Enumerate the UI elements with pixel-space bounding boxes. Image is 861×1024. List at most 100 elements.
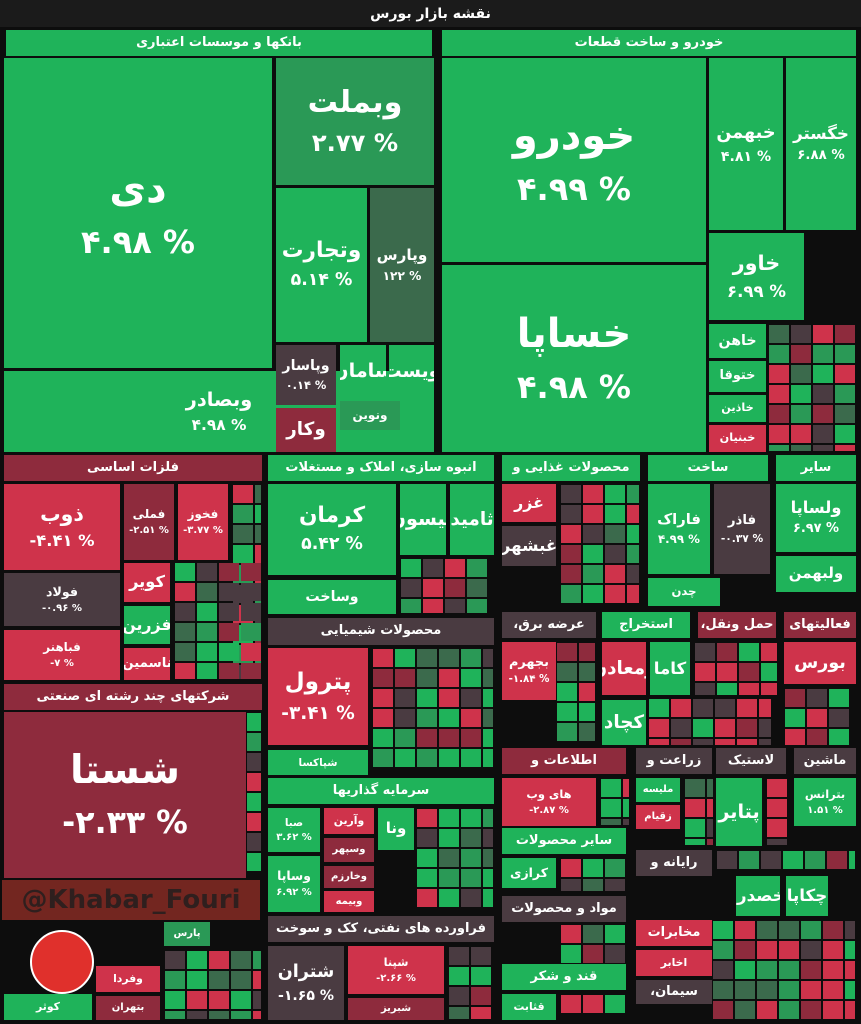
sector-header: سیمان،	[636, 980, 712, 1004]
sector-header: فعالیتهای	[784, 612, 856, 638]
filler-tile	[483, 669, 493, 687]
stock-tile: ولساپا ۶.۹۷ %	[776, 484, 856, 552]
sector-header: حمل ونقل،	[698, 612, 776, 638]
filler-tile	[717, 643, 737, 661]
filler-tile	[623, 779, 629, 797]
filler-tile	[791, 345, 811, 363]
sector-header: مواد و محصولات	[502, 896, 626, 922]
stock-name: کویر	[129, 572, 165, 592]
filler-tile	[759, 699, 771, 717]
filler-tile	[197, 663, 217, 679]
filler-tile	[233, 525, 253, 543]
stock-tile: وبملت ۲.۷۷ %	[276, 58, 434, 185]
stock-change: ۵.۴۲ %	[301, 534, 363, 555]
logo	[30, 930, 94, 994]
filler-tile	[439, 829, 459, 847]
filler-tile	[761, 643, 777, 661]
filler-tile	[439, 689, 459, 707]
filler-tile	[557, 703, 577, 721]
filler-tile	[175, 603, 195, 621]
filler-tile	[241, 663, 261, 679]
filler-tile	[649, 719, 669, 737]
stock-tile: وساخت	[268, 580, 396, 614]
filler-tile	[605, 945, 625, 963]
stock-change: -۲.۸۷ %	[529, 804, 569, 816]
filler-tile	[685, 839, 705, 845]
filler-tile	[713, 981, 733, 999]
filler-tile	[461, 649, 481, 667]
stock-name: خبنیان	[719, 431, 756, 445]
sector-header: عرضه برق،	[502, 612, 596, 638]
stock-tile: وکار	[276, 408, 336, 452]
filler-tile	[761, 683, 777, 695]
filler-tile	[769, 325, 789, 343]
filler-tile	[561, 525, 581, 543]
stock-name: کاما	[653, 658, 687, 678]
stock-tile: وپارس ۱۲۲ %	[370, 188, 434, 342]
filler-tile	[845, 1001, 855, 1019]
stock-tile: غبشهر	[502, 526, 556, 566]
stock-change: ۴.۹۹ %	[657, 531, 700, 546]
filler-tile	[627, 525, 639, 543]
filler-tile	[209, 991, 229, 1009]
filler-tile	[757, 981, 777, 999]
filler-tile	[735, 961, 755, 979]
stock-tile: کچاد	[602, 700, 646, 745]
filler-tile	[785, 689, 805, 707]
filler-tile	[483, 889, 493, 907]
filler-tile	[557, 723, 577, 741]
stock-name: بتهران	[111, 1002, 145, 1014]
filler-tile	[483, 869, 493, 887]
filler-tile	[835, 385, 855, 403]
stock-name: وسپهر	[332, 844, 366, 856]
filler-tile	[461, 709, 481, 727]
filler-tile	[461, 669, 481, 687]
filler-tile	[807, 729, 827, 745]
filler-tile	[233, 505, 253, 523]
filler-tile	[627, 565, 639, 583]
filler-tile	[791, 325, 811, 343]
stock-change: -۳.۷۷ %	[183, 524, 223, 536]
filler-tile	[801, 961, 821, 979]
stock-change: ۴.۹۹ %	[517, 169, 631, 208]
stock-change: -۱.۶۵ %	[278, 987, 334, 1004]
stock-name: وآرین	[333, 813, 365, 827]
stock-tile: وسپهر	[324, 838, 374, 862]
stock-tile: پتایر	[716, 778, 762, 846]
stock-tile: ونا	[378, 808, 414, 850]
stock-name: صبا	[284, 816, 304, 829]
filler-tile	[395, 729, 415, 747]
stock-name: خودرو	[512, 112, 636, 159]
filler-tile	[461, 749, 481, 767]
filler-tile	[783, 851, 803, 869]
stock-name: ویست	[389, 360, 434, 382]
stock-name: ذوب	[40, 501, 84, 526]
stock-change: ۶.۹۷ %	[792, 521, 840, 537]
stock-tile: زقیام	[636, 805, 680, 829]
stock-change: -۱.۸۴ %	[508, 673, 550, 686]
stock-tile: فملی -۲.۵۱ %	[124, 484, 174, 560]
filler-tile	[417, 669, 437, 687]
stock-name: کرمان	[298, 502, 366, 528]
stock-change: -۴.۴۱ %	[29, 531, 95, 551]
filler-tile	[439, 889, 459, 907]
filler-tile	[693, 699, 713, 717]
filler-tile	[449, 967, 469, 985]
filler-tile	[813, 445, 833, 451]
filler-tile	[583, 585, 603, 603]
stock-tile: ملیسه	[636, 778, 680, 802]
stock-tile: ولبهمن	[776, 556, 856, 592]
filler-tile	[241, 623, 261, 641]
filler-tile	[461, 849, 481, 867]
stock-name: وساخت	[305, 588, 359, 605]
filler-tile	[471, 947, 491, 965]
filler-tile	[561, 925, 581, 943]
stock-tile: خصدرا	[736, 876, 780, 916]
sector-header: لاستیک	[716, 748, 786, 774]
filler-tile	[845, 921, 855, 939]
stock-name: پترول	[284, 669, 352, 696]
filler-tile	[583, 925, 603, 943]
filler-tile	[467, 559, 487, 577]
filler-tile	[739, 683, 759, 695]
filler-tile	[791, 365, 811, 383]
